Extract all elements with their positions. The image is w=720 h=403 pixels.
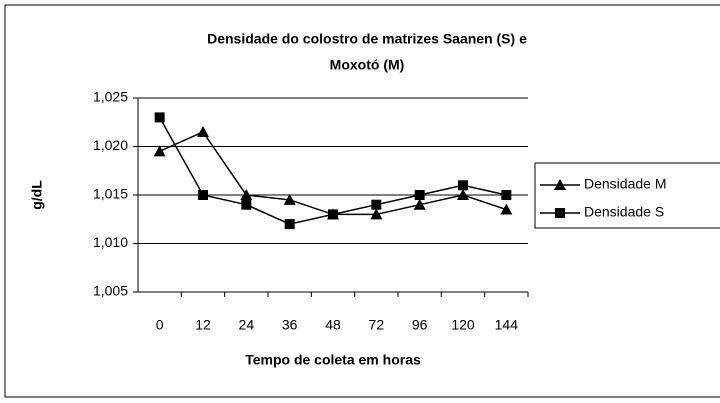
chart-title: Densidade do colostro de matrizes Saanen… (207, 31, 527, 47)
marker (240, 189, 253, 200)
y-axis-label: g/dL (29, 180, 45, 210)
marker (283, 193, 296, 205)
y-tick-label: 1,005 (93, 283, 128, 299)
y-tick-label: 1,015 (93, 186, 128, 202)
marker (414, 190, 425, 200)
x-tick-label: 96 (412, 317, 428, 333)
marker (154, 112, 165, 123)
x-tick-label: 48 (325, 317, 341, 333)
marker (198, 190, 208, 200)
x-tick-label: 72 (369, 317, 385, 333)
x-tick-label: 24 (239, 317, 255, 333)
legend-label: Densidade S (584, 204, 664, 220)
legend-label: Densidade M (584, 176, 667, 192)
legend-marker (555, 208, 565, 218)
marker (197, 125, 209, 137)
x-tick-label: 120 (451, 317, 475, 333)
x-tick-label: 12 (195, 317, 211, 333)
marker (413, 198, 426, 210)
marker (371, 199, 382, 210)
marker (284, 219, 295, 230)
marker (241, 199, 252, 210)
marker (328, 209, 338, 220)
x-axis-label: Tempo de coleta em horas (245, 352, 421, 368)
chart-title: Moxotó (M) (330, 57, 405, 73)
marker (458, 180, 468, 191)
y-tick-label: 1,025 (93, 89, 128, 105)
x-tick-label: 36 (282, 317, 298, 333)
y-tick-label: 1,010 (93, 234, 128, 250)
x-tick-label: 0 (156, 317, 164, 333)
marker (370, 208, 383, 220)
marker (500, 203, 513, 215)
marker (501, 190, 512, 200)
x-tick-label: 144 (495, 317, 519, 333)
y-tick-label: 1,020 (93, 137, 128, 153)
marker (153, 145, 166, 157)
legend-box (534, 162, 720, 229)
marker (457, 189, 469, 200)
legend-marker (554, 179, 566, 190)
